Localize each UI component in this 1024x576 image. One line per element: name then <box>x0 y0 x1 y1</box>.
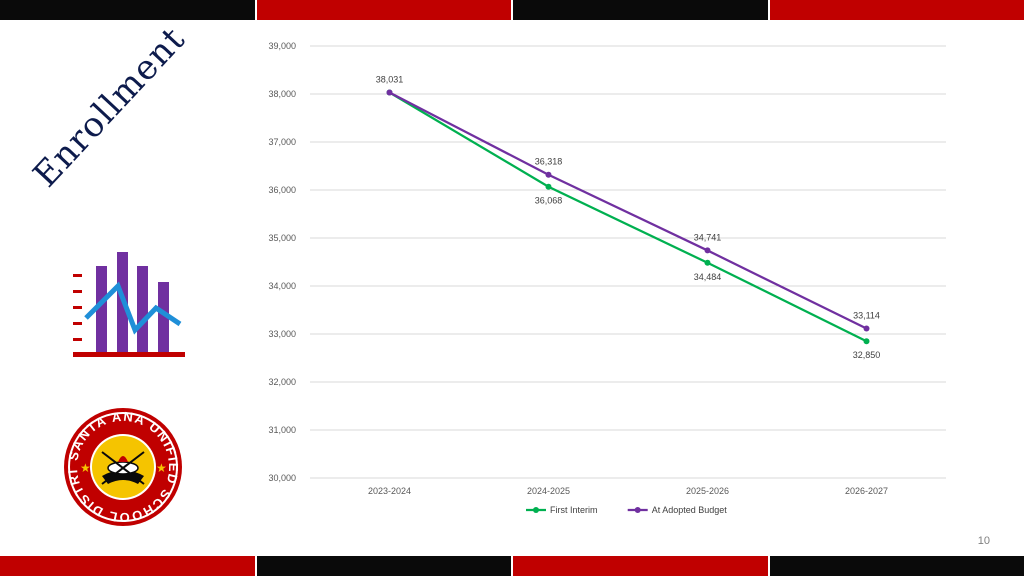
data-label: 36,318 <box>535 157 563 167</box>
bottom-color-band <box>0 556 1024 576</box>
data-label: 32,850 <box>853 350 881 360</box>
y-tick-label: 39,000 <box>268 41 296 51</box>
data-label: 38,031 <box>376 75 404 85</box>
svg-text:★: ★ <box>156 461 167 475</box>
data-point <box>545 183 552 190</box>
bar-chart-trend-icon <box>73 252 185 357</box>
legend-label: First Interim <box>550 505 598 515</box>
district-logo: SANTA ANA UNIFIED SCHOOL DISTRICT ★ ★ <box>62 406 182 526</box>
series-line <box>388 91 867 343</box>
y-tick-label: 36,000 <box>268 185 296 195</box>
y-tick-label: 32,000 <box>268 377 296 387</box>
x-tick-label: 2024-2025 <box>527 486 570 496</box>
y-tick-label: 35,000 <box>268 233 296 243</box>
data-label: 33,114 <box>853 311 880 321</box>
data-label: 34,741 <box>694 232 722 242</box>
data-point <box>704 247 711 254</box>
y-tick-label: 38,000 <box>268 89 296 99</box>
x-tick-label: 2026-2027 <box>845 486 888 496</box>
legend-marker <box>634 507 641 513</box>
data-label: 34,484 <box>694 272 722 282</box>
top-color-band <box>0 0 1024 20</box>
y-tick-label: 37,000 <box>268 137 296 147</box>
data-point <box>545 171 552 178</box>
x-tick-label: 2025-2026 <box>686 486 729 496</box>
data-point <box>863 325 870 332</box>
y-tick-label: 33,000 <box>268 329 296 339</box>
slide-number: 10 <box>977 535 990 547</box>
data-point <box>863 338 870 345</box>
data-point <box>704 259 711 266</box>
series-line <box>388 91 867 330</box>
y-tick-label: 34,000 <box>268 281 296 291</box>
data-point <box>386 89 393 96</box>
svg-text:★: ★ <box>80 461 91 475</box>
data-label: 36,068 <box>535 196 563 206</box>
legend-label: At Adopted Budget <box>652 505 728 515</box>
slide-title: Enrollment <box>25 19 194 196</box>
enrollment-line-chart: 30,000 31,000 32,000 33,000 34,000 35,000 36,0… <box>268 41 946 515</box>
legend-marker <box>533 507 539 513</box>
x-tick-label: 2023-2024 <box>368 486 411 496</box>
y-tick-label: 31,000 <box>268 425 296 435</box>
y-tick-label: 30,000 <box>268 473 296 483</box>
